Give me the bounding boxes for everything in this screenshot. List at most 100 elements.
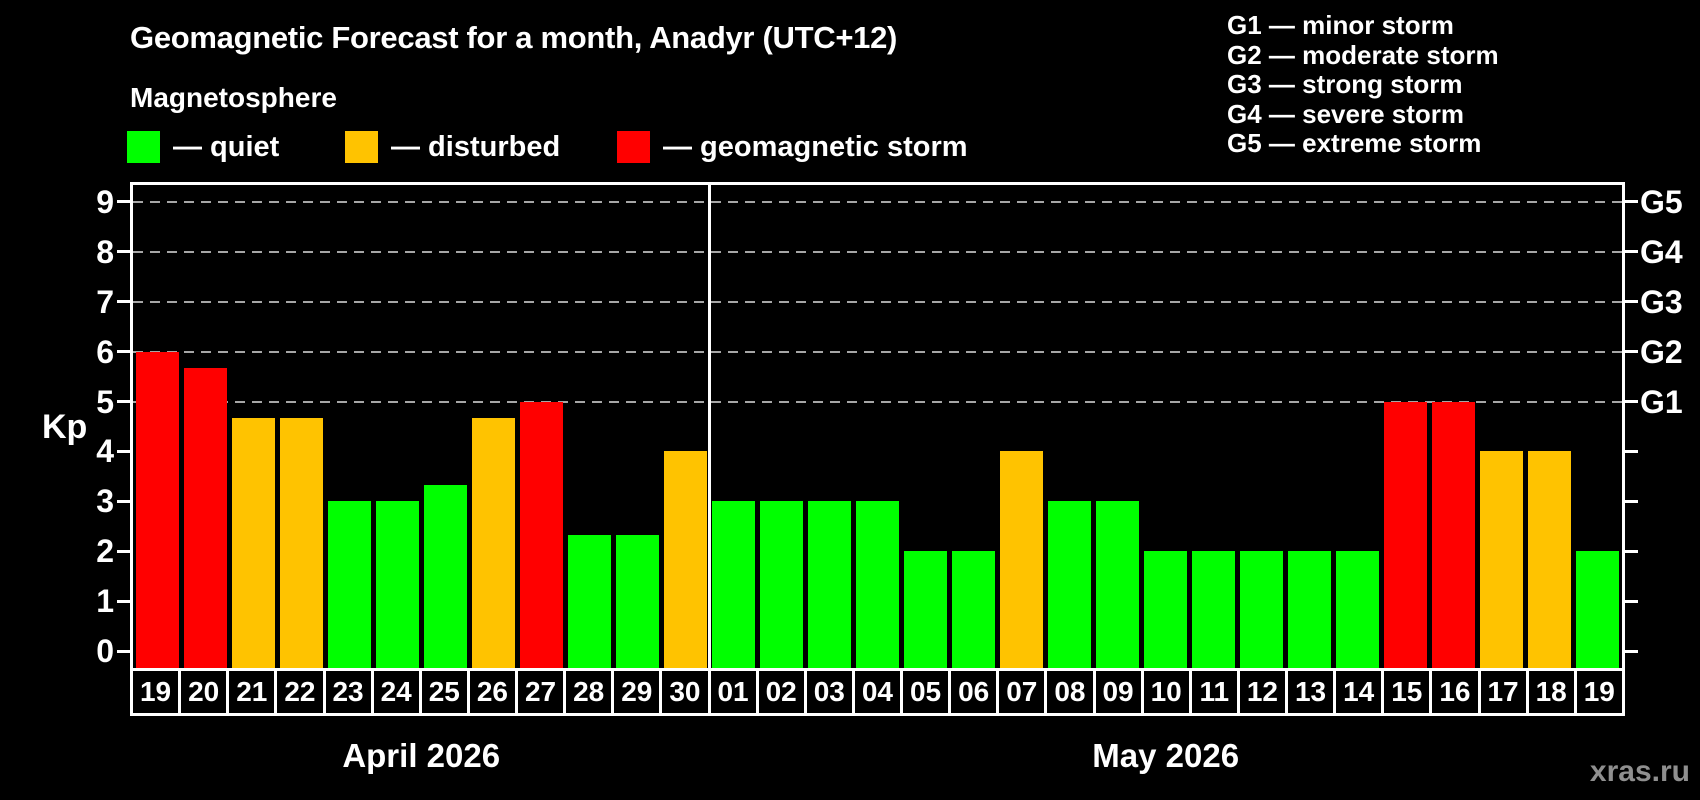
watermark: xras.ru <box>1589 755 1690 788</box>
day-label-cell: 09 <box>1096 671 1144 713</box>
right-axis-tick-2 <box>1625 549 1638 553</box>
right-axis-tick-1 <box>1625 599 1638 603</box>
plot-top-border <box>130 182 1625 185</box>
kp-bar-day-05 <box>904 551 948 668</box>
kp-bar-day-22 <box>279 417 323 668</box>
day-label-cell: 22 <box>277 671 326 713</box>
kp-bar-day-12 <box>1240 551 1284 668</box>
legend-item-disturbed: — disturbed <box>345 130 560 164</box>
left-axis-tick-2 <box>117 549 130 553</box>
left-axis-tick-0 <box>117 649 130 653</box>
kp-axis-label: Kp <box>42 408 88 446</box>
day-label-cell: 20 <box>181 671 230 713</box>
day-label-cell: 13 <box>1288 671 1337 713</box>
y-tick-label-4: 4 <box>96 433 114 470</box>
kp-bar-day-19 <box>135 351 179 668</box>
day-label-cell: 18 <box>1529 671 1577 713</box>
day-label-cell: 02 <box>759 671 807 713</box>
storm-color-swatch <box>617 131 650 163</box>
g-axis-label-g5: G5 <box>1640 183 1683 220</box>
left-axis-tick-1 <box>117 599 130 603</box>
day-label-cell: 08 <box>1047 671 1096 713</box>
right-axis-tick-9 <box>1625 200 1638 204</box>
right-axis-tick-6 <box>1625 350 1638 354</box>
y-tick-label-7: 7 <box>96 283 114 320</box>
kp-bar-day-09 <box>1096 501 1140 668</box>
grid-line-kp9 <box>133 200 1622 203</box>
left-axis-tick-3 <box>117 499 130 503</box>
y-tick-label-9: 9 <box>96 183 114 220</box>
day-label-cell: 10 <box>1144 671 1192 713</box>
y-tick-label-2: 2 <box>96 533 114 570</box>
day-label-cell: 01 <box>711 671 759 713</box>
kp-bar-day-30 <box>663 451 707 668</box>
grid-line-kp6 <box>133 350 1622 353</box>
g-axis-label-g3: G3 <box>1640 283 1683 320</box>
g-axis-label-g1: G1 <box>1640 383 1683 420</box>
right-axis-tick-8 <box>1625 250 1638 254</box>
y-tick-label-3: 3 <box>96 483 114 520</box>
kp-bar-day-26 <box>471 417 515 668</box>
left-axis-tick-5 <box>117 400 130 403</box>
kp-bar-day-11 <box>1192 551 1236 668</box>
day-label-cell: 24 <box>374 671 422 713</box>
kp-bar-day-19 <box>1576 551 1620 668</box>
kp-bar-day-18 <box>1528 451 1572 668</box>
disturbed-color-swatch <box>345 131 378 163</box>
g-axis-label-g2: G2 <box>1640 333 1683 370</box>
chart-title: Geomagnetic Forecast for a month, Anadyr… <box>130 20 898 55</box>
month-label: April 2026 <box>342 737 501 774</box>
day-label-cell: 03 <box>807 671 855 713</box>
day-label-cell: 12 <box>1240 671 1288 713</box>
left-axis-tick-7 <box>117 300 130 304</box>
left-axis-tick-4 <box>117 449 130 453</box>
day-label-cell: 07 <box>999 671 1048 713</box>
status-legend: — quiet — disturbed — geomagnetic storm <box>0 130 1700 166</box>
day-label-cell: 14 <box>1336 671 1385 713</box>
kp-bar-day-17 <box>1480 451 1524 668</box>
day-label-cell: 06 <box>951 671 1000 713</box>
g-scale-legend: G1 — minor storm G2 — moderate storm G3 … <box>1227 10 1499 159</box>
kp-bar-day-02 <box>759 501 803 668</box>
kp-bar-day-04 <box>856 501 899 668</box>
day-label-cell: 15 <box>1384 671 1433 713</box>
kp-bar-day-15 <box>1384 401 1428 668</box>
kp-bar-day-29 <box>615 534 659 668</box>
month-label: May 2026 <box>1092 737 1240 774</box>
day-label-cell: 19 <box>1583 676 1615 707</box>
y-tick-label-0: 0 <box>96 633 114 669</box>
right-axis-tick-5 <box>1625 400 1638 403</box>
g4-legend-line: G4 — severe storm <box>1227 98 1465 129</box>
y-axis-line-left <box>130 182 133 671</box>
grid-line-kp5 <box>133 400 1622 403</box>
y-axis-line-right <box>1622 182 1625 671</box>
kp-bar-day-14 <box>1336 551 1380 668</box>
legend-label-storm: — geomagnetic storm <box>663 131 968 163</box>
g1-legend-line: G1 — minor storm <box>1227 10 1454 40</box>
legend-label-disturbed: — disturbed <box>391 131 561 163</box>
day-label-cell: 04 <box>855 671 903 713</box>
right-axis-tick-0 <box>1625 649 1638 653</box>
kp-bar-day-28 <box>567 534 611 668</box>
kp-bar-day-08 <box>1048 501 1092 668</box>
left-axis-tick-6 <box>117 350 130 354</box>
right-axis-tick-4 <box>1625 449 1638 453</box>
g5-legend-line: G5 — extreme storm <box>1227 128 1482 158</box>
day-label-cell: 11 <box>1192 671 1240 713</box>
right-axis-tick-7 <box>1625 300 1638 304</box>
day-label-cell: 28 <box>566 671 615 713</box>
kp-bar-day-16 <box>1432 401 1476 668</box>
day-label-cell: 23 <box>326 671 374 713</box>
kp-bar-day-13 <box>1288 551 1332 668</box>
day-label-cell: 16 <box>1432 671 1481 713</box>
day-label-cell: 19 <box>133 671 182 713</box>
y-tick-label-8: 8 <box>96 233 114 270</box>
y-tick-label-1: 1 <box>96 583 114 620</box>
kp-bar-day-24 <box>375 501 419 668</box>
kp-bar-day-03 <box>807 501 851 668</box>
day-label-cell: 27 <box>518 671 567 713</box>
grid-line-kp7 <box>133 300 1622 303</box>
kp-bar-day-10 <box>1144 551 1188 668</box>
y-tick-label-6: 6 <box>96 333 114 370</box>
